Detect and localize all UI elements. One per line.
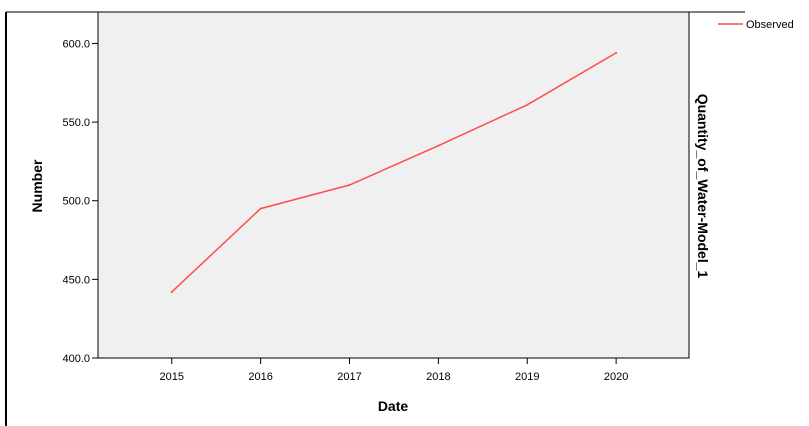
data-point xyxy=(615,51,618,54)
y-tick-label: 450.0 xyxy=(62,274,90,286)
y-tick-label: 400.0 xyxy=(62,353,90,365)
legend-label: Observed xyxy=(746,19,794,31)
x-tick-label: 2019 xyxy=(515,371,539,383)
series-group xyxy=(170,51,618,293)
x-tick-label: 2020 xyxy=(604,371,628,383)
y-axis-title: Number xyxy=(29,159,45,212)
y-tick-label: 550.0 xyxy=(62,117,90,129)
data-point xyxy=(437,144,440,147)
data-point xyxy=(348,184,351,186)
plot-area xyxy=(97,11,690,359)
data-point xyxy=(259,207,262,210)
x-axis-title: Date xyxy=(378,398,409,414)
x-tick-label: 2017 xyxy=(337,371,361,383)
x-tick-label: 2016 xyxy=(248,371,272,383)
data-point xyxy=(170,290,173,293)
x-tick-label: 2015 xyxy=(160,371,184,383)
data-point xyxy=(526,103,529,106)
legend: Observed xyxy=(718,19,794,31)
y-axis: 400.0 450.0 500.0 550.0 600.0 xyxy=(62,38,98,365)
series-line-observed xyxy=(171,52,617,293)
y-tick-label: 600.0 xyxy=(62,38,90,50)
x-tick-label: 2018 xyxy=(426,371,450,383)
y-tick-label: 500.0 xyxy=(62,196,90,208)
right-axis-title: Quantity_of_Water-Model_1 xyxy=(695,94,711,279)
x-axis: 2015 2016 2017 2018 2019 2020 xyxy=(160,358,628,383)
